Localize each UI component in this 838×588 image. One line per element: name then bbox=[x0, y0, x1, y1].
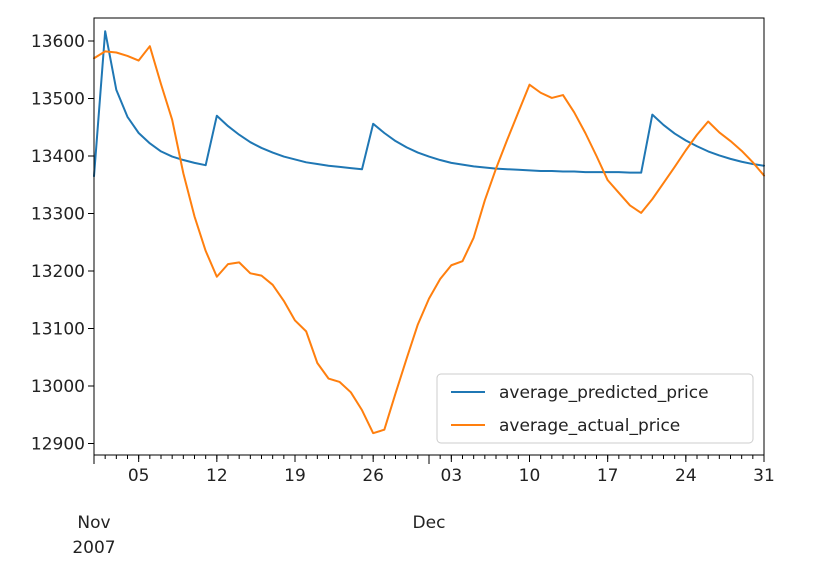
x-tick-label: 10 bbox=[519, 466, 541, 486]
x-month-label: Nov bbox=[77, 513, 110, 533]
plot-frame bbox=[93, 17, 765, 456]
x-tick-label: 05 bbox=[128, 466, 150, 486]
legend-label-actual: average_actual_price bbox=[499, 416, 680, 436]
x-tick-label: 24 bbox=[675, 466, 697, 486]
legend-label-predicted: average_predicted_price bbox=[499, 383, 709, 403]
y-tick-label: 13100 bbox=[31, 320, 85, 340]
x-year-label: 2007 bbox=[72, 538, 115, 558]
series-line-average-actual-price bbox=[93, 45, 765, 435]
series-layer bbox=[93, 30, 765, 435]
legend-box bbox=[436, 373, 754, 444]
y-tick-label: 13400 bbox=[31, 147, 85, 167]
y-tick-label: 13200 bbox=[31, 262, 85, 282]
x-tick-label: 17 bbox=[597, 466, 619, 486]
x-tick-label: 03 bbox=[441, 466, 463, 486]
y-tick-label: 13500 bbox=[31, 90, 85, 110]
y-tick-label: 13600 bbox=[31, 32, 85, 52]
x-tick-label: 26 bbox=[362, 466, 384, 486]
legend: average_predicted_price average_actual_p… bbox=[436, 373, 754, 444]
x-tick-label: 19 bbox=[284, 466, 306, 486]
axes-layer: 12900 13000 13100 13200 13300 13400 13500 13600… bbox=[31, 17, 775, 558]
x-month-label: Dec bbox=[413, 513, 446, 533]
y-tick-label: 13000 bbox=[31, 377, 85, 397]
x-tick-label: 31 bbox=[753, 466, 775, 486]
series-line-average-predicted-price bbox=[93, 30, 765, 178]
x-tick-label: 12 bbox=[206, 466, 228, 486]
y-tick-label: 13300 bbox=[31, 205, 85, 225]
y-tick-label: 12900 bbox=[31, 435, 85, 455]
